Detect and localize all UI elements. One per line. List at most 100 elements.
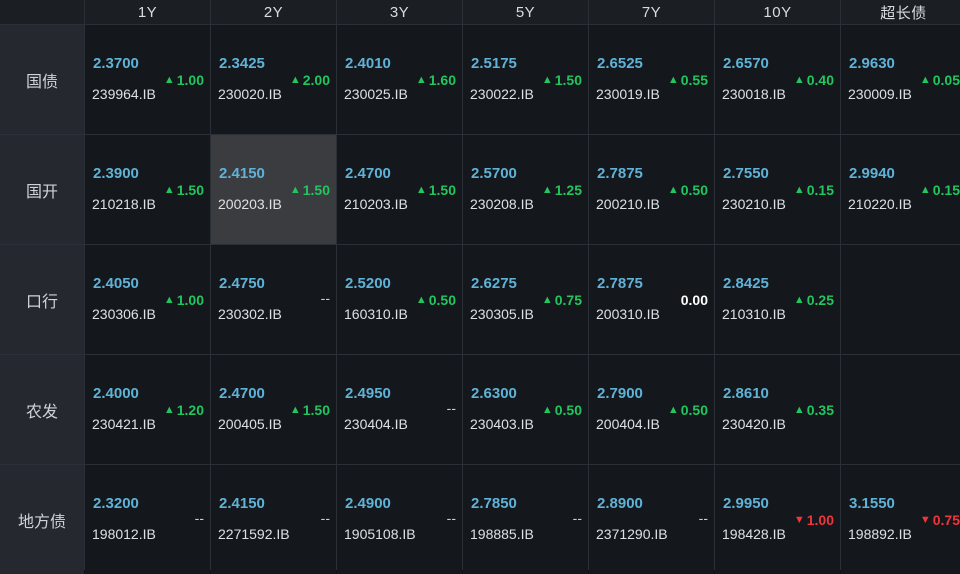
yield-rate: 2.5175 [471, 55, 517, 72]
quote-cell[interactable]: 2.4750 230302.IB -- [211, 245, 336, 354]
triangle-down-icon: ▼ [919, 513, 931, 526]
yield-rate: 2.6275 [471, 275, 517, 292]
change-value: 0.00 [680, 292, 708, 308]
bond-code: 200210.IB [596, 196, 660, 212]
yield-rate: 2.8610 [723, 385, 769, 402]
row-header[interactable]: 国开 [0, 135, 84, 244]
yield-change: -- [699, 510, 708, 526]
yield-rate: 2.3200 [93, 495, 139, 512]
change-value: 2.00 [302, 72, 330, 88]
quote-cell[interactable]: 2.7900 200404.IB ▲ 0.50 [589, 355, 714, 464]
quote-cell[interactable]: 2.5700 230208.IB ▲ 1.25 [463, 135, 588, 244]
column-header[interactable]: 超长债 [841, 0, 960, 24]
triangle-up-icon: ▲ [541, 183, 553, 196]
bond-code: 200405.IB [218, 416, 282, 432]
bond-code: 230208.IB [470, 196, 534, 212]
quote-cell[interactable]: 2.6570 230018.IB ▲ 0.40 [715, 25, 840, 134]
quote-cell[interactable]: 2.7875 200210.IB ▲ 0.50 [589, 135, 714, 244]
quote-cell[interactable]: 2.4150 200203.IB ▲ 1.50 [211, 135, 336, 244]
yield-change: ▼ 0.75 [920, 512, 960, 528]
quote-cell[interactable]: 2.9950 198428.IB ▼ 1.00 [715, 465, 840, 574]
change-value: 0.25 [806, 292, 834, 308]
change-value: 0.50 [554, 402, 582, 418]
quote-cell[interactable]: 2.3700 239964.IB ▲ 1.00 [85, 25, 210, 134]
quote-cell[interactable]: 2.3200 198012.IB -- [85, 465, 210, 574]
quote-cell[interactable]: 2.4000 230421.IB ▲ 1.20 [85, 355, 210, 464]
change-value: 0.50 [428, 292, 456, 308]
change-value: 0.40 [806, 72, 834, 88]
quote-cell[interactable]: 2.4700 210203.IB ▲ 1.50 [337, 135, 462, 244]
change-value: 0.75 [932, 512, 960, 528]
bond-code: 198012.IB [92, 526, 156, 542]
quote-cell[interactable]: 2.3900 210218.IB ▲ 1.50 [85, 135, 210, 244]
triangle-up-icon: ▲ [415, 73, 427, 86]
quote-cell[interactable]: 2.4700 200405.IB ▲ 1.50 [211, 355, 336, 464]
quote-cell[interactable]: 2.8900 2371290.IB -- [589, 465, 714, 574]
bond-code: 230018.IB [722, 86, 786, 102]
yield-rate: 2.9630 [849, 55, 895, 72]
row-header[interactable]: 国债 [0, 25, 84, 134]
bond-code: 198885.IB [470, 526, 534, 542]
yield-rate: 2.6570 [723, 55, 769, 72]
column-header[interactable]: 3Y [337, 0, 462, 24]
row-header[interactable]: 地方债 [0, 465, 84, 574]
yield-rate: 2.4700 [219, 385, 265, 402]
yield-change: -- [447, 510, 456, 526]
yield-change: ▲ 0.50 [416, 292, 456, 308]
yield-rate: 2.3900 [93, 165, 139, 182]
row-header[interactable]: 口行 [0, 245, 84, 354]
quote-cell[interactable]: 2.4900 1905108.IB -- [337, 465, 462, 574]
yield-change: ▲ 0.15 [794, 182, 834, 198]
triangle-up-icon: ▲ [793, 73, 805, 86]
bond-code: 230421.IB [92, 416, 156, 432]
change-value: 1.25 [554, 182, 582, 198]
change-value: 0.15 [932, 182, 960, 198]
quote-cell[interactable]: 2.7550 230210.IB ▲ 0.15 [715, 135, 840, 244]
bond-code: 230009.IB [848, 86, 912, 102]
quote-cell[interactable]: 2.7850 198885.IB -- [463, 465, 588, 574]
bond-code: 198428.IB [722, 526, 786, 542]
column-header[interactable]: 7Y [589, 0, 714, 24]
quote-cell[interactable]: 2.7875 200310.IB 0.00 [589, 245, 714, 354]
quote-cell[interactable]: 2.5175 230022.IB ▲ 1.50 [463, 25, 588, 134]
column-header[interactable]: 1Y [85, 0, 210, 24]
quote-cell[interactable]: 2.4150 2271592.IB -- [211, 465, 336, 574]
change-value: -- [446, 510, 456, 526]
yield-rate: 2.4750 [219, 275, 265, 292]
yield-change: ▲ 1.25 [542, 182, 582, 198]
bond-code: 2371290.IB [596, 526, 668, 542]
quote-cell[interactable]: 2.9940 210220.IB ▲ 0.15 [841, 135, 960, 244]
quote-cell[interactable]: 2.6275 230305.IB ▲ 0.75 [463, 245, 588, 354]
quote-cell[interactable]: 2.4950 230404.IB -- [337, 355, 462, 464]
bond-code: 230403.IB [470, 416, 534, 432]
yield-rate: 2.6525 [597, 55, 643, 72]
quote-cell[interactable]: 2.8425 210310.IB ▲ 0.25 [715, 245, 840, 354]
bond-code: 230302.IB [218, 306, 282, 322]
yield-change: ▲ 0.50 [668, 402, 708, 418]
triangle-up-icon: ▲ [163, 183, 175, 196]
quote-cell[interactable]: 2.4010 230025.IB ▲ 1.60 [337, 25, 462, 134]
quote-cell[interactable]: 2.5200 160310.IB ▲ 0.50 [337, 245, 462, 354]
column-header[interactable]: 5Y [463, 0, 588, 24]
change-value: 1.00 [176, 72, 204, 88]
quote-cell[interactable]: 2.8610 230420.IB ▲ 0.35 [715, 355, 840, 464]
quote-cell[interactable]: 2.3425 230020.IB ▲ 2.00 [211, 25, 336, 134]
change-value: 0.05 [932, 72, 960, 88]
quote-cell[interactable]: 2.4050 230306.IB ▲ 1.00 [85, 245, 210, 354]
quote-cell[interactable]: 3.1550 198892.IB ▼ 0.75 [841, 465, 960, 574]
triangle-up-icon: ▲ [415, 293, 427, 306]
change-value: 1.00 [806, 512, 834, 528]
triangle-up-icon: ▲ [289, 403, 301, 416]
column-header[interactable]: 2Y [211, 0, 336, 24]
row-header[interactable]: 农发 [0, 355, 84, 464]
bond-code: 230210.IB [722, 196, 786, 212]
column-header[interactable]: 10Y [715, 0, 840, 24]
quote-cell[interactable]: 2.6300 230403.IB ▲ 0.50 [463, 355, 588, 464]
change-value: 1.00 [176, 292, 204, 308]
yield-change: ▼ 1.00 [794, 512, 834, 528]
yield-rate: 2.7850 [471, 495, 517, 512]
bond-code: 230420.IB [722, 416, 786, 432]
quote-cell[interactable]: 2.6525 230019.IB ▲ 0.55 [589, 25, 714, 134]
quote-cell[interactable]: 2.9630 230009.IB ▲ 0.05 [841, 25, 960, 134]
